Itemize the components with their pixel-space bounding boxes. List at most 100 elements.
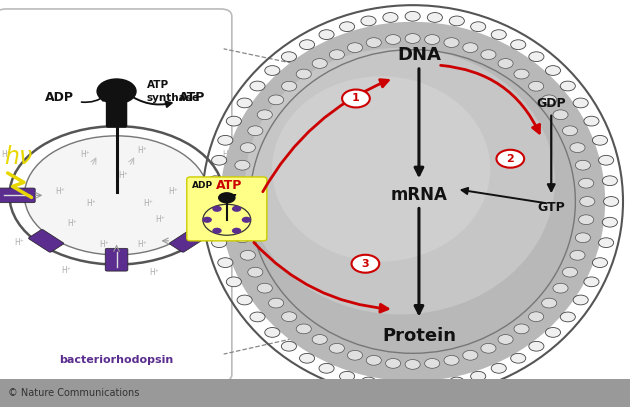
- Text: Protein: Protein: [382, 327, 456, 345]
- Circle shape: [282, 341, 297, 351]
- Circle shape: [498, 59, 513, 68]
- Circle shape: [427, 13, 442, 22]
- FancyBboxPatch shape: [105, 248, 128, 271]
- FancyBboxPatch shape: [169, 230, 205, 252]
- Circle shape: [231, 197, 246, 206]
- Circle shape: [319, 363, 334, 373]
- Text: H⁺: H⁺: [137, 146, 147, 155]
- Circle shape: [570, 250, 585, 260]
- Circle shape: [237, 295, 252, 305]
- Circle shape: [232, 215, 247, 225]
- Text: H⁺: H⁺: [67, 219, 77, 228]
- Circle shape: [573, 98, 588, 108]
- Circle shape: [96, 78, 137, 104]
- Circle shape: [498, 335, 513, 344]
- Text: H⁺: H⁺: [168, 187, 178, 196]
- Circle shape: [361, 16, 376, 26]
- Text: H⁺: H⁺: [222, 150, 232, 159]
- Circle shape: [584, 277, 599, 287]
- Text: H⁺: H⁺: [14, 238, 24, 247]
- Circle shape: [563, 126, 578, 136]
- Circle shape: [584, 116, 599, 126]
- Circle shape: [444, 355, 459, 365]
- Ellipse shape: [272, 77, 490, 262]
- Circle shape: [361, 377, 376, 387]
- Circle shape: [257, 283, 272, 293]
- Circle shape: [405, 11, 420, 21]
- Circle shape: [542, 95, 557, 105]
- Text: bacteriorhodopsin: bacteriorhodopsin: [59, 355, 174, 365]
- Text: mRNA: mRNA: [391, 186, 447, 204]
- Circle shape: [232, 178, 247, 188]
- Circle shape: [342, 90, 370, 107]
- Text: 1: 1: [352, 94, 360, 103]
- Text: H⁺: H⁺: [137, 240, 147, 249]
- Circle shape: [383, 13, 398, 22]
- Circle shape: [23, 135, 210, 256]
- Text: 3: 3: [362, 259, 369, 269]
- Circle shape: [449, 377, 464, 387]
- Circle shape: [573, 295, 588, 305]
- Circle shape: [386, 35, 401, 44]
- Circle shape: [312, 335, 328, 344]
- Circle shape: [226, 277, 241, 287]
- Circle shape: [299, 353, 314, 363]
- Circle shape: [240, 250, 255, 260]
- Circle shape: [560, 81, 575, 91]
- Circle shape: [511, 353, 526, 363]
- Circle shape: [575, 160, 590, 170]
- Circle shape: [366, 355, 381, 365]
- Circle shape: [491, 30, 507, 39]
- Circle shape: [496, 150, 524, 168]
- Bar: [0, 379, 630, 407]
- Text: GTP: GTP: [537, 201, 565, 214]
- Circle shape: [514, 324, 529, 334]
- Text: H⁺: H⁺: [234, 199, 244, 208]
- Circle shape: [212, 206, 222, 212]
- Circle shape: [352, 255, 379, 273]
- Circle shape: [602, 217, 617, 227]
- Circle shape: [529, 312, 544, 322]
- Circle shape: [268, 95, 284, 105]
- Circle shape: [481, 344, 496, 353]
- Text: H⁺: H⁺: [99, 240, 109, 249]
- Circle shape: [553, 283, 568, 293]
- Circle shape: [265, 66, 280, 75]
- FancyBboxPatch shape: [186, 177, 267, 241]
- Text: ATP
synthase: ATP synthase: [147, 80, 200, 103]
- Circle shape: [578, 178, 593, 188]
- Circle shape: [546, 328, 561, 337]
- FancyBboxPatch shape: [106, 100, 127, 128]
- Text: ATP: ATP: [179, 91, 205, 104]
- Circle shape: [511, 40, 526, 50]
- Circle shape: [529, 341, 544, 351]
- Circle shape: [296, 324, 311, 334]
- Circle shape: [329, 344, 345, 353]
- Text: $h\nu$: $h\nu$: [4, 145, 33, 168]
- Circle shape: [425, 359, 440, 368]
- Circle shape: [265, 328, 280, 337]
- Circle shape: [604, 197, 619, 206]
- Circle shape: [575, 233, 590, 243]
- Circle shape: [563, 267, 578, 277]
- Circle shape: [405, 359, 420, 369]
- Circle shape: [242, 217, 251, 223]
- Circle shape: [212, 238, 227, 247]
- Circle shape: [319, 30, 334, 39]
- Circle shape: [282, 52, 297, 61]
- Circle shape: [542, 298, 557, 308]
- Circle shape: [602, 176, 617, 186]
- Circle shape: [212, 155, 227, 165]
- Circle shape: [235, 160, 250, 170]
- Text: H⁺: H⁺: [156, 215, 166, 224]
- Circle shape: [366, 38, 381, 48]
- Circle shape: [449, 16, 464, 26]
- Circle shape: [312, 59, 328, 68]
- Circle shape: [405, 34, 420, 44]
- Circle shape: [598, 155, 614, 165]
- Circle shape: [463, 43, 478, 53]
- Circle shape: [268, 298, 284, 308]
- Circle shape: [529, 81, 544, 91]
- Text: H⁺: H⁺: [55, 187, 65, 196]
- Circle shape: [598, 238, 614, 247]
